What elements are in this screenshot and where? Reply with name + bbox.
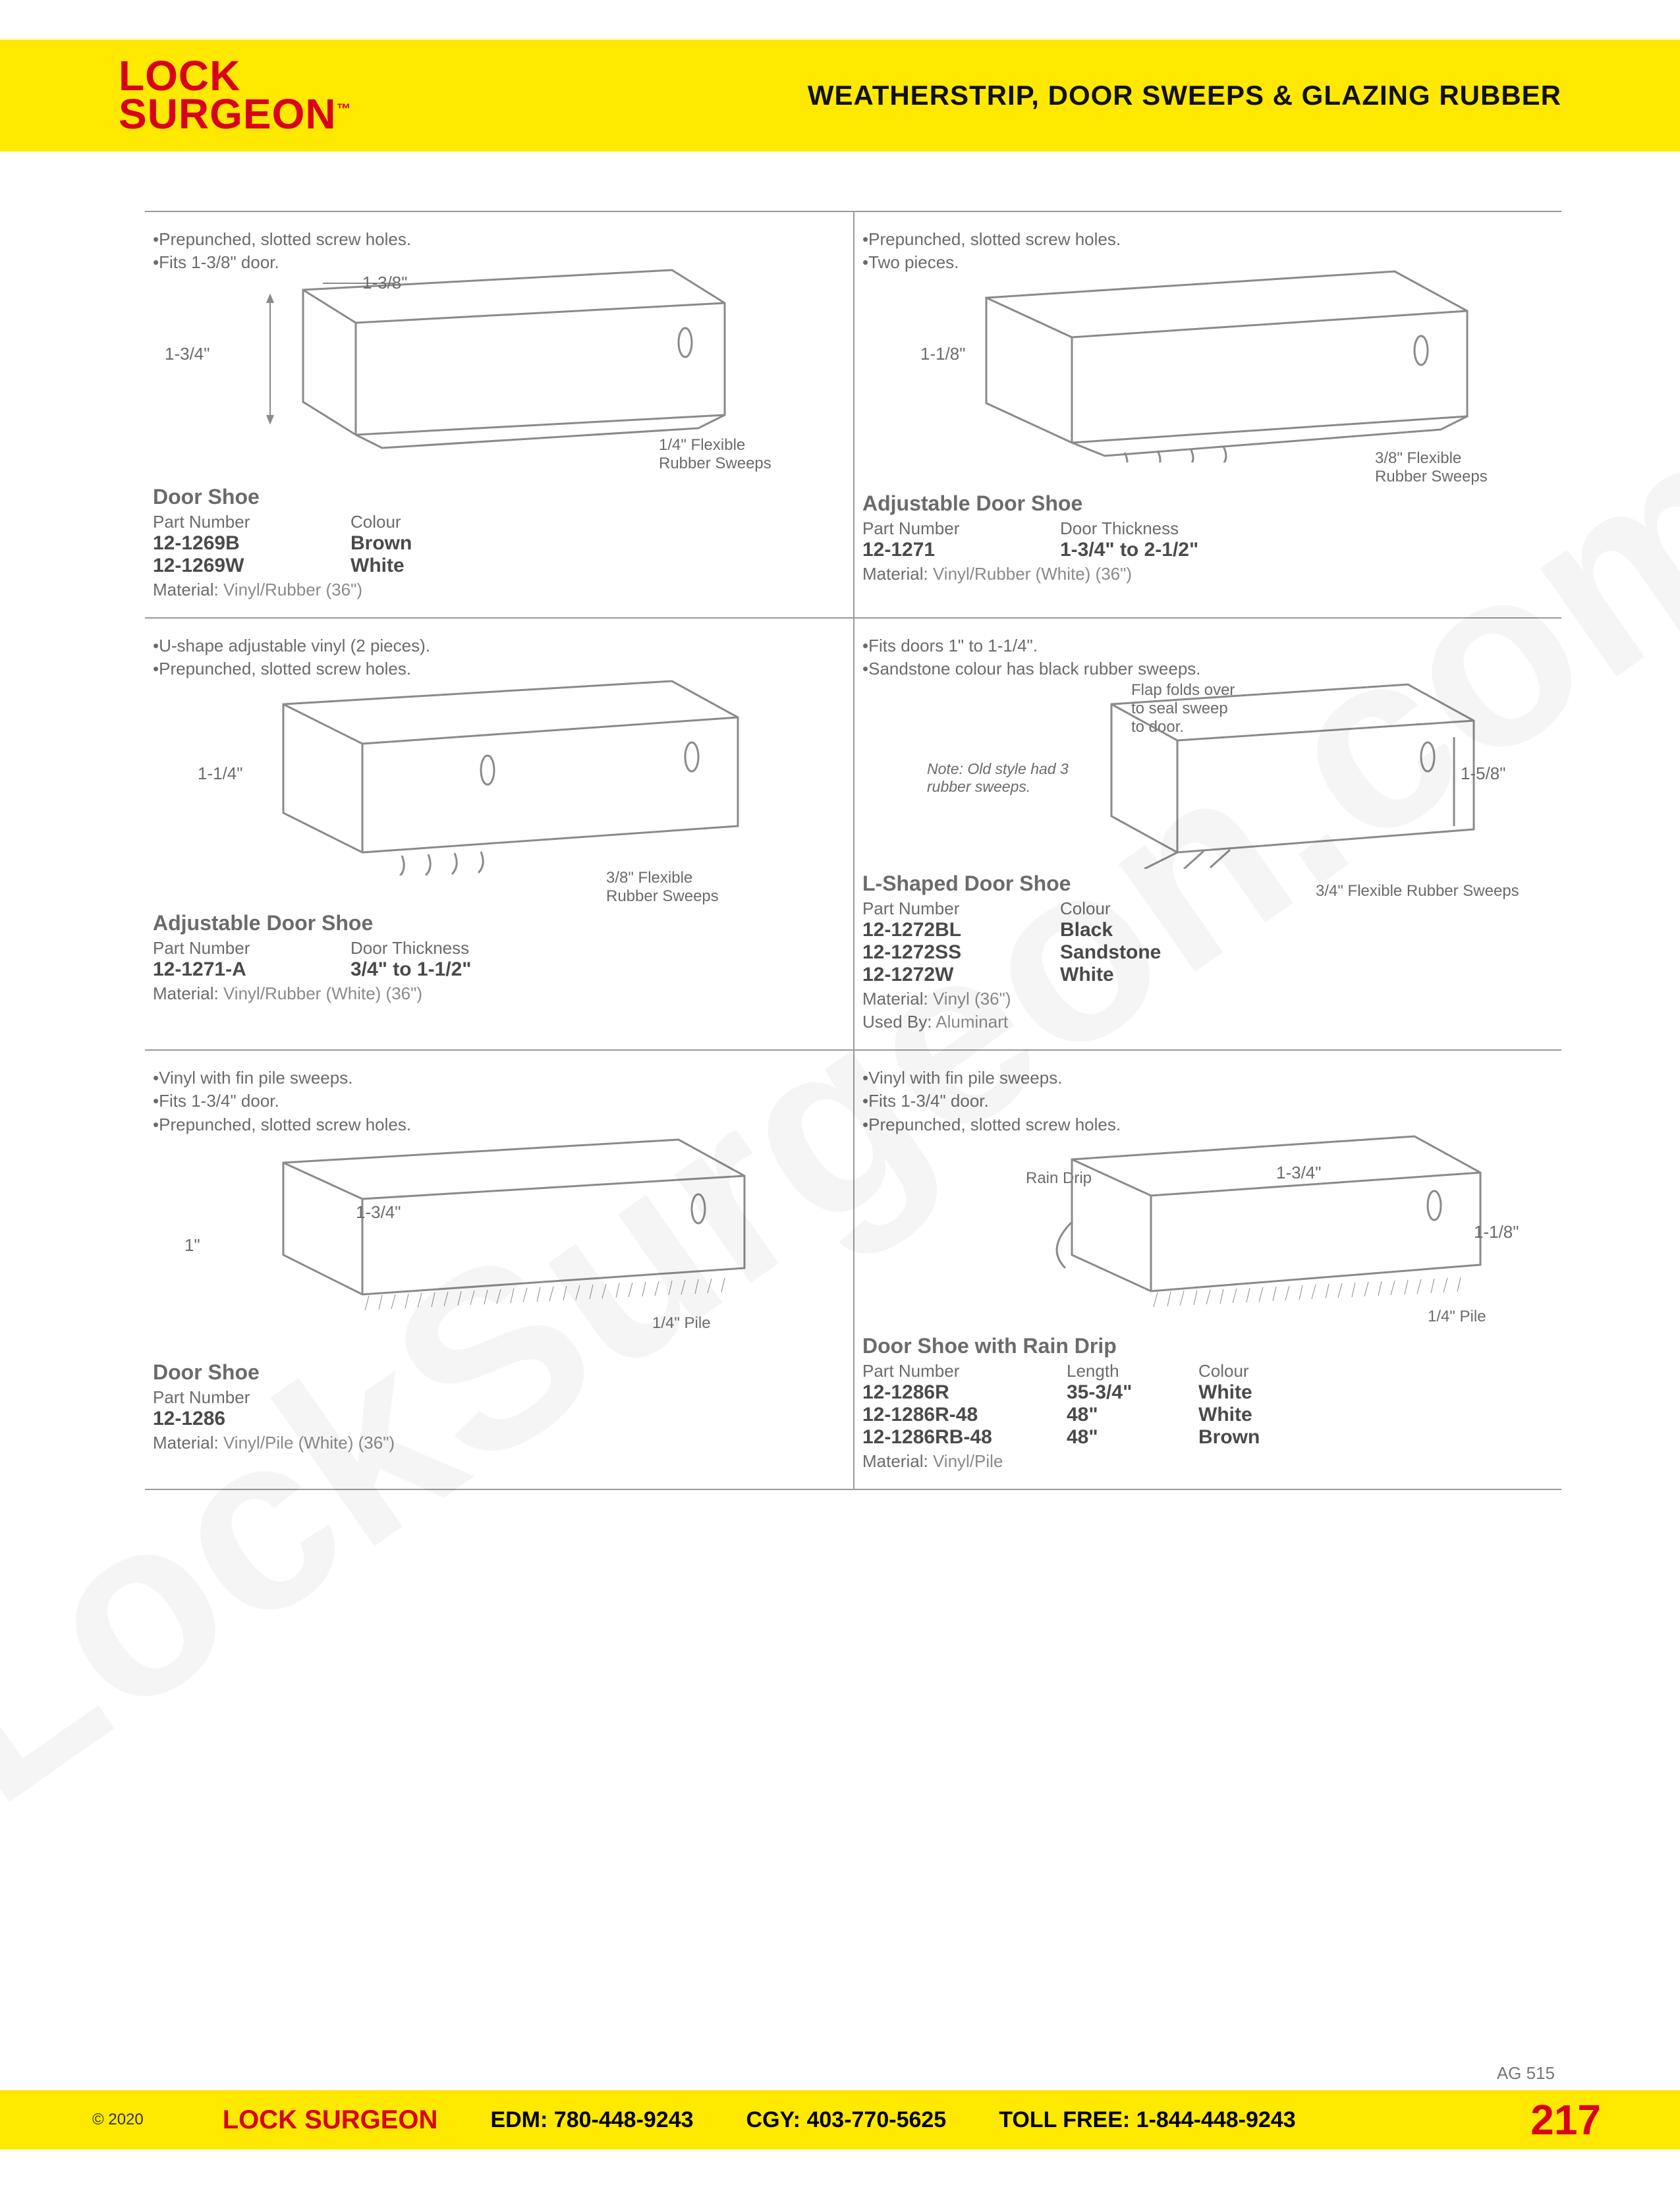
table-row: 12-1271-A 3/4" to 1-1/2" [153,958,832,981]
dim-h: 1-1/4" [198,763,243,784]
diagram [178,1123,771,1321]
product-cell-3: Fits doors 1" to 1-1/4". Sandstone colou… [853,617,1561,1049]
product-cell-4: Vinyl with fin pile sweeps. Fits 1-3/4" … [145,1049,853,1488]
page-number: 217 [1530,2095,1601,2144]
header-band: LOCK SURGEON™ WEATHERSTRIP, DOOR SWEEPS … [0,40,1680,152]
logo: LOCK SURGEON™ [119,57,352,133]
dim-h: 1-1/8" [920,344,966,364]
callout: 1/4" Flexible Rubber Sweeps [659,436,771,473]
product-title: Door Shoe [153,485,832,509]
dim-w: 1-3/4" [1276,1163,1322,1183]
material: Material: Vinyl/Rubber (White) (36") [862,564,1540,584]
product-cell-1: Prepunched, slotted screw holes. Two pie… [853,211,1561,617]
page-title: WEATHERSTRIP, DOOR SWEEPS & GLAZING RUBB… [808,80,1561,111]
product-title: Adjustable Door Shoe [862,491,1540,516]
material: Material: Vinyl/Rubber (36") [153,580,832,600]
table-row: 12-1269B Brown [153,532,832,555]
callout: 3/8" Flexible Rubber Sweeps [1375,449,1488,486]
callout: 1/4" Pile [652,1314,711,1333]
col-headers: Part Number Door Thickness [862,518,1540,539]
used-by: Used By: Aluminart [862,1012,1540,1032]
footer-tollfree: TOLL FREE: 1-844-448-9243 [999,2107,1295,2133]
table-row: 12-1271 1-3/4" to 2-1/2" [862,539,1540,561]
product-title: Adjustable Door Shoe [153,911,832,935]
product-title: Door Shoe with Rain Drip [862,1334,1540,1358]
table-row: 12-1286R-48 48" White [862,1404,1540,1426]
product-grid: Prepunched, slotted screw holes. Fits 1-… [145,211,1561,1490]
content: Prepunched, slotted screw holes. Fits 1-… [0,152,1680,1490]
trademark: ™ [337,101,352,117]
dim-h: 1" [184,1235,200,1256]
diagram [184,671,764,875]
callout: 3/4" Flexible Rubber Sweeps [1316,882,1519,901]
material: Material: Vinyl (36") [862,989,1540,1009]
col-headers: Part Number Length Colour [862,1361,1540,1381]
table-row: 12-1286 [153,1408,832,1430]
table-row: 12-1272SS Sandstone [862,941,1540,964]
footer-brand: LOCK SURGEON [223,2105,438,2135]
dim-h: 1-1/8" [1474,1222,1519,1242]
footer-cgy: CGY: 403-770-5625 [746,2107,947,2133]
dim-w: 1-3/4" [356,1202,401,1223]
product-cell-0: Prepunched, slotted screw holes. Fits 1-… [145,211,853,617]
material: Material: Vinyl/Pile [862,1451,1540,1472]
diagram [887,1123,1507,1321]
callout: 1/4" Pile [1428,1308,1486,1326]
callout: 3/8" Flexible Rubber Sweeps [606,869,719,906]
col-headers: Part Number [153,1387,832,1408]
dim-w: 1-3/8" [362,273,408,293]
logo-line2: SURGEON™ [119,96,352,134]
product-cell-2: U-shape adjustable vinyl (2 pieces). Pre… [145,617,853,1049]
diagram [184,263,751,455]
dim-h: 1-5/8" [1461,763,1506,784]
table-row: 12-1286RB-48 48" Brown [862,1426,1540,1449]
footer-band: © 2020 LOCK SURGEON EDM: 780-448-9243 CG… [0,2090,1680,2149]
dim-h: 1-3/4" [165,344,210,364]
diagram [894,258,1500,462]
col-headers: Part Number Colour [862,899,1540,919]
table-row: 12-1272BL Black [862,919,1540,941]
material: Material: Vinyl/Rubber (White) (36") [153,984,832,1004]
footer-edm: EDM: 780-448-9243 [490,2107,693,2133]
product-title: Door Shoe [153,1360,832,1385]
product-cell-5: Vinyl with fin pile sweeps. Fits 1-3/4" … [853,1049,1561,1488]
table-row: 12-1272W White [862,964,1540,986]
material: Material: Vinyl/Pile (White) (36") [153,1433,832,1453]
col-headers: Part Number Door Thickness [153,938,832,958]
diagram [894,671,1500,869]
reference-code: AG 515 [1497,2063,1555,2084]
copyright: © 2020 [92,2111,144,2129]
col-headers: Part Number Colour [153,512,832,532]
table-row: 12-1269W White [153,555,832,577]
table-row: 12-1286R 35-3/4" White [862,1381,1540,1404]
